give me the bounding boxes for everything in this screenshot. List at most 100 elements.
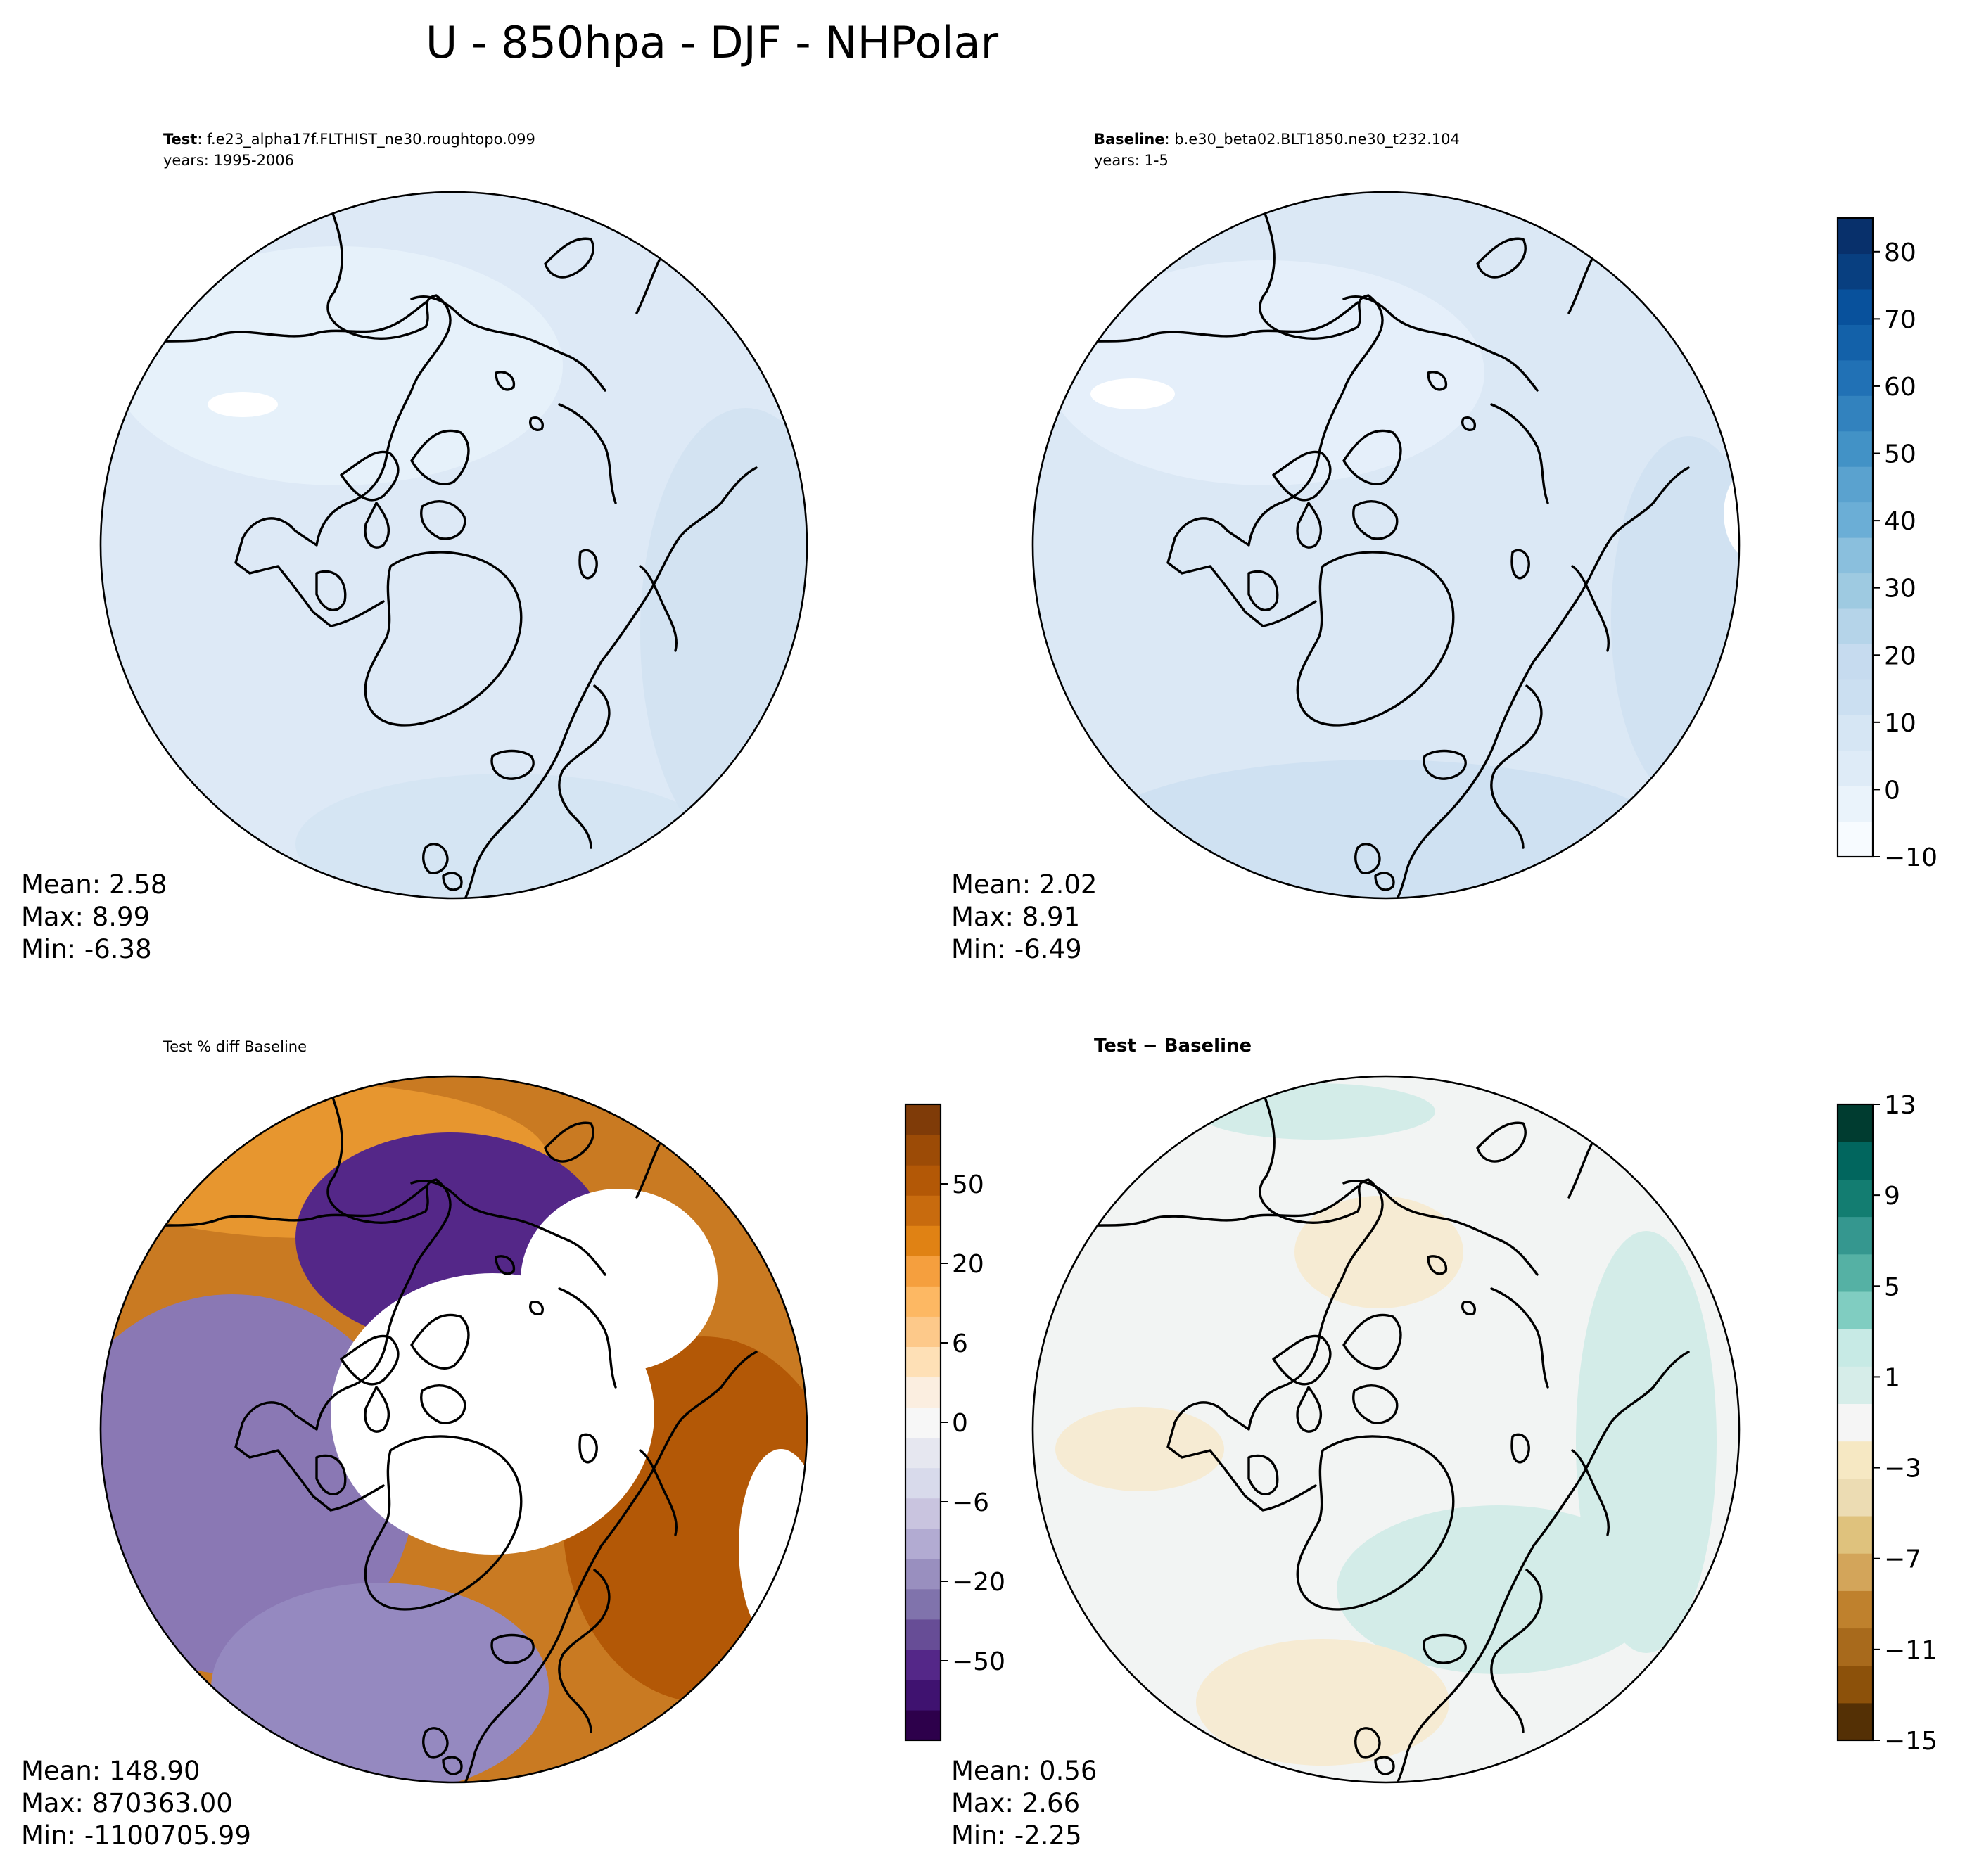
colorbar-tick-label: −11 <box>1884 1636 1938 1665</box>
panel-diff-patch <box>1337 1505 1660 1674</box>
colorbar-tick-label: −3 <box>1884 1455 1921 1483</box>
colorbar-segment <box>1838 608 1873 644</box>
panel-pctdiff-min: Min: -1100705.99 <box>21 1820 251 1851</box>
colorbar-segment <box>1838 821 1873 857</box>
panel-baseline-patch <box>1048 260 1484 485</box>
colorbar-segment <box>1838 644 1873 680</box>
colorbar-tick-label: 9 <box>1884 1182 1900 1211</box>
colorbar-segment <box>905 1528 941 1559</box>
panel-diff: Test − Baseline Mean: 0.56 Max: 2.66 Min… <box>951 1035 1741 1851</box>
colorbar-tick-label: 0 <box>1884 776 1900 805</box>
colorbar-segment <box>1838 1179 1873 1218</box>
panel-baseline-blank <box>1724 464 1739 563</box>
panel-pctdiff-patch <box>211 1583 549 1782</box>
colorbar-segment <box>1838 1665 1873 1704</box>
colorbar-tick-label: 1 <box>1884 1363 1900 1392</box>
colorbar-tick-label: 10 <box>1884 709 1916 738</box>
colorbar-segment <box>905 1286 941 1317</box>
colorbar-tick-label: 50 <box>1884 440 1916 469</box>
panel-diff-max: Max: 2.66 <box>951 1788 1080 1818</box>
colorbar-segment <box>1838 1366 1873 1405</box>
colorbar-segment <box>1838 1216 1873 1255</box>
colorbar-segment <box>1838 573 1873 609</box>
colorbar-segment <box>1838 253 1873 290</box>
panel-baseline: Baseline: b.e30_beta02.BLT1850.ne30_t232… <box>951 131 1741 964</box>
colorbar-tick-label: −6 <box>952 1488 989 1517</box>
colorbar-main: −10 0 10 20 30 40 50 60 70 80 <box>1836 217 1938 872</box>
colorbar-tick-label: 30 <box>1884 575 1916 604</box>
panel-baseline-subtitle: years: 1-5 <box>1094 152 1169 169</box>
colorbar-tick-label: 5 <box>1884 1272 1900 1301</box>
panel-diff-boundary <box>1031 1075 1741 1784</box>
colorbar-segment <box>1838 502 1873 538</box>
colorbar-segment <box>1838 715 1873 751</box>
colorbar-segment <box>1838 1590 1873 1629</box>
colorbar-tick-label: 70 <box>1884 305 1916 334</box>
panel-baseline-mean: Mean: 2.02 <box>951 869 1097 900</box>
panel-test-blank <box>806 461 807 559</box>
colorbar-diff: −15 −11 −7 −3 1 5 9 13 <box>1836 1091 1938 1756</box>
colorbar-segment <box>1838 218 1873 255</box>
panel-test: Test: f.e23_alpha17f.FLTHIST_ne30.rought… <box>21 131 808 964</box>
colorbar-segment <box>1838 1329 1873 1367</box>
colorbar-segment <box>1838 1253 1873 1292</box>
colorbar-tick-label: −20 <box>952 1568 1005 1597</box>
panel-baseline-max: Max: 8.91 <box>951 902 1080 932</box>
panel-diff-mean: Mean: 0.56 <box>951 1756 1097 1786</box>
colorbar-segment <box>1838 1291 1873 1329</box>
colorbar-tick-label: 13 <box>1884 1091 1916 1120</box>
colorbar-segment <box>1838 395 1873 432</box>
panel-diff-title: Test − Baseline <box>1094 1035 1252 1057</box>
colorbar-segment <box>905 1407 941 1438</box>
panel-baseline-patch <box>1083 760 1674 898</box>
panel-diff-patch <box>1294 1196 1463 1308</box>
colorbar-tick-label: 6 <box>952 1329 968 1358</box>
colorbar-frame <box>1836 1103 1874 1742</box>
panel-diff-patch <box>1055 1407 1224 1491</box>
panel-pctdiff-patch <box>101 1294 415 1674</box>
colorbar-segment <box>1838 1628 1873 1666</box>
colorbar-segment <box>905 1498 941 1529</box>
colorbar-segment <box>905 1619 941 1650</box>
panel-pctdiff-patch <box>521 1189 718 1372</box>
colorbar-segment <box>905 1679 941 1711</box>
panel-pctdiff-max: Max: 870363.00 <box>21 1788 233 1818</box>
panel-baseline-title: Baseline: b.e30_beta02.BLT1850.ne30_t232… <box>1094 131 1460 148</box>
colorbar-segment <box>905 1346 941 1378</box>
panel-pctdiff-mean: Mean: 148.90 <box>21 1756 201 1786</box>
colorbar-tick-label: 60 <box>1884 373 1916 402</box>
colorbar-tick-label: 50 <box>952 1170 984 1199</box>
colorbar-tick-label: 20 <box>1884 642 1916 670</box>
panel-test-title: Test: f.e23_alpha17f.FLTHIST_ne30.rought… <box>163 131 535 148</box>
colorbar-tick-label: 20 <box>952 1250 984 1279</box>
panel-test-patch <box>295 774 718 898</box>
figure-title: U - 850hpa - DJF - NHPolar <box>426 17 999 68</box>
colorbar-segment <box>1838 1553 1873 1591</box>
colorbar-tick-label: −50 <box>952 1647 1005 1676</box>
colorbar-segment <box>1838 750 1873 786</box>
colorbar-segment <box>905 1588 941 1620</box>
colorbar-segment <box>1838 1403 1873 1442</box>
colorbar-segment <box>905 1135 941 1166</box>
colorbar-segment <box>905 1649 941 1680</box>
panel-diff-min: Min: -2.25 <box>951 1820 1082 1851</box>
colorbar-tick-label: 80 <box>1884 238 1916 267</box>
colorbar-segment <box>905 1467 941 1499</box>
colorbar-segment <box>1838 679 1873 715</box>
panel-pctdiff-title: Test % diff Baseline <box>163 1038 307 1055</box>
colorbar-segment <box>905 1316 941 1347</box>
panel-baseline-map <box>1033 192 1739 898</box>
panel-baseline-boundary <box>1031 191 1741 900</box>
colorbar-segment <box>1838 466 1873 503</box>
colorbar-segment <box>905 1558 941 1590</box>
colorbar-segment <box>905 1256 941 1287</box>
colorbar-segment <box>905 1225 941 1256</box>
panel-test-map <box>101 192 807 898</box>
panel-test-boundary <box>99 191 808 900</box>
colorbar-segment <box>1838 324 1873 361</box>
colorbar-segment <box>905 1709 941 1741</box>
colorbar-segment <box>905 1195 941 1226</box>
colorbar-segment <box>1838 786 1873 822</box>
colorbar-tick-label: −10 <box>1884 843 1938 872</box>
colorbar-frame <box>1836 217 1874 858</box>
